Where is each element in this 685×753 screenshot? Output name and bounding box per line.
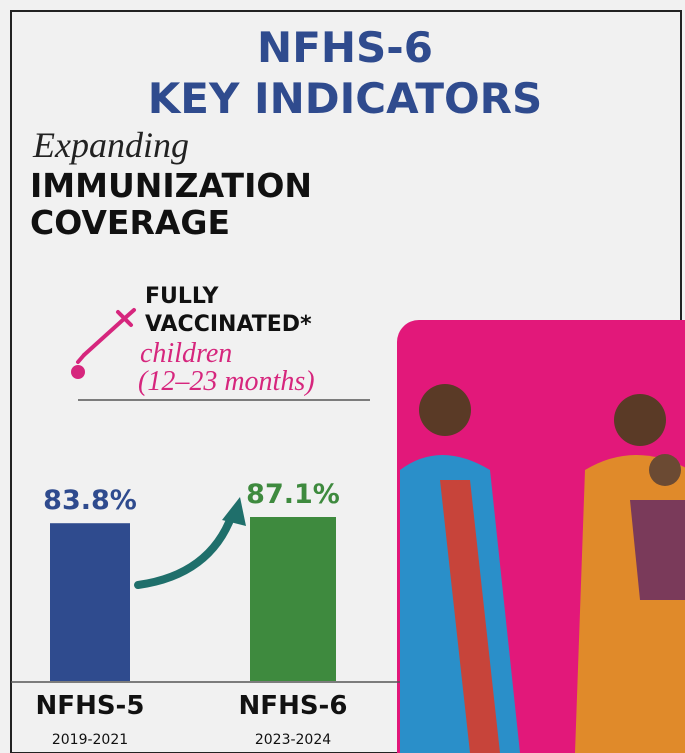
indicator-heading: FULLY [145,284,220,309]
infographic: NFHS-6 KEY INDICATORS Expanding IMMUNIZA… [0,0,685,753]
category-period: 2019-2021 [52,732,128,748]
bar [50,523,130,681]
indicator-detail: (12–23 months) [138,366,315,397]
title-line: KEY INDICATORS [148,74,543,123]
category-label: NFHS-6 [239,691,348,721]
photo [397,320,685,753]
category-period: 2023-2024 [255,732,331,748]
value-label: 87.1% [246,479,340,510]
page: {"chart_data": { "type": "bar", "title":… [0,0,685,753]
value-label: 83.8% [43,485,137,516]
subtitle-topic: COVERAGE [30,203,230,242]
indicator-heading: VACCINATED* [145,312,312,337]
title-line: NFHS-6 [257,23,433,72]
subtitle-topic: IMMUNIZATION [30,166,312,205]
bar [250,517,336,681]
indicator-detail: children [140,338,232,369]
category-label: NFHS-5 [36,691,145,721]
subtitle-lead: Expanding [32,125,189,165]
